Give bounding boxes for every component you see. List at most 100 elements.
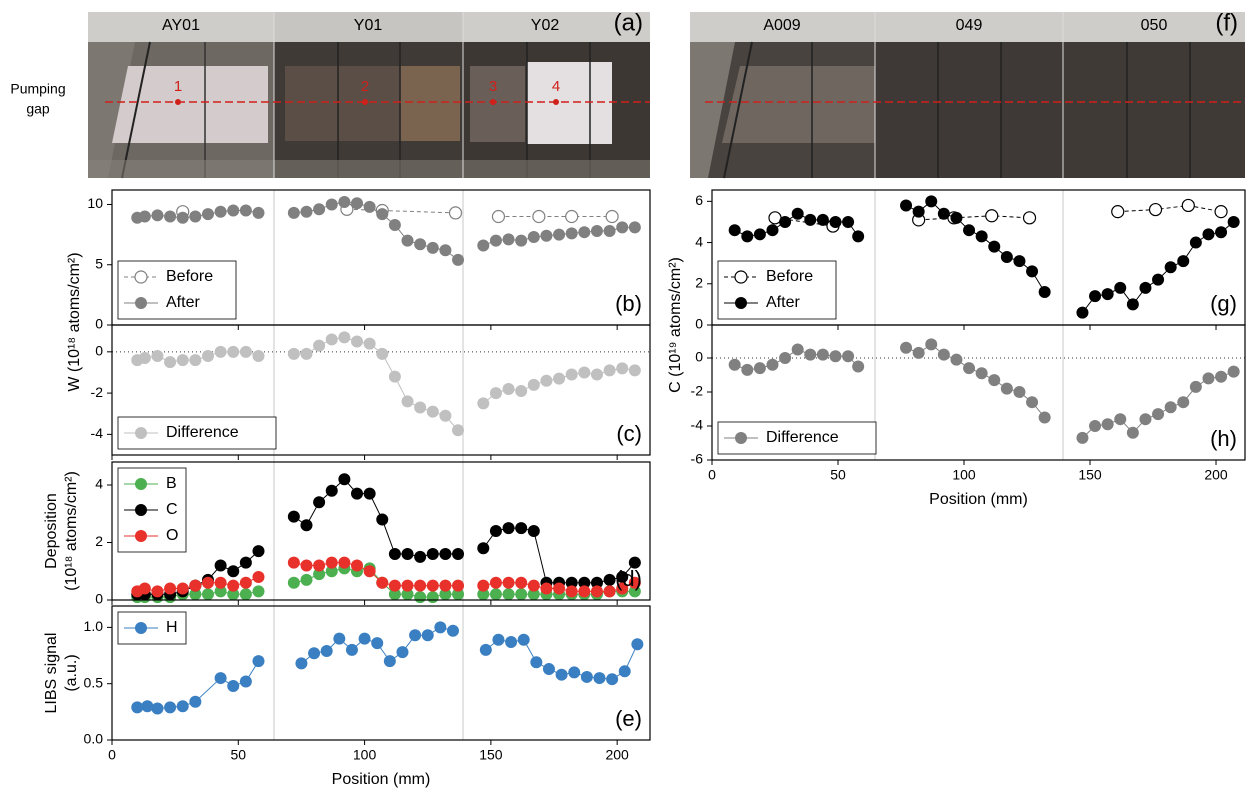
marker [963, 362, 976, 375]
legend-label: Difference [766, 429, 839, 446]
marker [333, 632, 346, 645]
plate-label: Y02 [531, 17, 560, 34]
marker [376, 576, 389, 589]
marker [313, 568, 326, 581]
marker [426, 405, 439, 418]
marker [779, 215, 792, 228]
y-axis-label: LIBS signal [43, 633, 60, 714]
marker [741, 363, 754, 376]
marker [590, 585, 603, 598]
marker [313, 203, 326, 216]
x-axis-label: Position (mm) [332, 771, 431, 788]
x-tick-label: 50 [231, 747, 247, 763]
marker [631, 638, 644, 651]
marker [988, 240, 1001, 253]
marker [134, 270, 148, 284]
marker [201, 588, 214, 601]
marker [1038, 286, 1051, 299]
marker [1038, 411, 1051, 424]
marker [578, 576, 591, 589]
marker [239, 345, 252, 358]
plate-label: 049 [956, 17, 983, 34]
marker [1089, 419, 1102, 432]
y-tick-label: 0.5 [84, 674, 104, 690]
marker [252, 349, 265, 362]
marker [616, 221, 629, 234]
marker [414, 238, 427, 251]
panel: 0 2 4 6 C (10¹⁹ atoms/cm²) (g) Before After [667, 189, 1246, 393]
marker [363, 200, 376, 213]
marker [1076, 306, 1089, 319]
marker [532, 209, 546, 224]
marker [401, 395, 414, 408]
photo-left: AY01 Y01 Y02 (a) 1 2 3 4 Pumping gap [10, 9, 650, 179]
marker [1227, 215, 1240, 228]
marker [628, 221, 641, 234]
legend-label: H [166, 619, 178, 636]
marker [135, 478, 147, 490]
marker [937, 207, 950, 220]
y-axis-label: W (10¹⁸ atoms/cm²) [66, 252, 83, 391]
marker [1215, 226, 1228, 239]
marker [900, 199, 913, 212]
marker [603, 364, 616, 377]
marker [616, 582, 629, 595]
marker [1215, 370, 1228, 383]
marker [214, 585, 227, 598]
marker [239, 576, 252, 589]
marker [434, 621, 447, 634]
legend-label: After [166, 294, 200, 311]
marker [351, 335, 364, 348]
marker [565, 585, 578, 598]
marker [527, 579, 540, 592]
marker [565, 576, 578, 589]
marker [189, 210, 202, 223]
marker [603, 573, 616, 586]
marker [252, 571, 265, 583]
panel-letter: (d) [615, 566, 642, 591]
marker [214, 345, 227, 358]
marker [151, 585, 164, 598]
marker [252, 545, 265, 558]
marker [950, 353, 963, 366]
marker [1227, 365, 1240, 378]
marker [950, 211, 963, 224]
marker [489, 588, 502, 601]
panel: -4 -2 0 (c) Difference [91, 324, 651, 460]
marker [565, 227, 578, 240]
marker [345, 643, 358, 656]
marker [300, 347, 313, 360]
marker [912, 205, 925, 218]
marker [448, 206, 463, 220]
marker [138, 210, 151, 223]
y-tick-label: -2 [91, 384, 104, 400]
plot-frame [111, 605, 651, 741]
marker [201, 349, 214, 362]
marker [388, 548, 401, 560]
marker [313, 496, 326, 509]
plate-label: AY01 [162, 17, 200, 34]
marker [1164, 261, 1177, 274]
marker [1152, 408, 1165, 421]
marker [728, 358, 741, 371]
photo-right: A009 049 050 (f) [690, 9, 1245, 179]
marker [363, 337, 376, 350]
marker [287, 556, 300, 569]
marker [489, 234, 502, 247]
marker [829, 215, 842, 228]
legend-label: O [166, 527, 178, 544]
marker [135, 504, 147, 516]
marker [176, 354, 189, 367]
marker [912, 346, 925, 359]
marker [606, 673, 619, 686]
marker [766, 224, 779, 237]
marker [138, 582, 151, 595]
marker [1101, 288, 1114, 301]
marker [151, 209, 164, 222]
marker [804, 348, 817, 361]
marker [300, 573, 313, 586]
marker [1164, 401, 1177, 414]
marker [176, 582, 189, 595]
